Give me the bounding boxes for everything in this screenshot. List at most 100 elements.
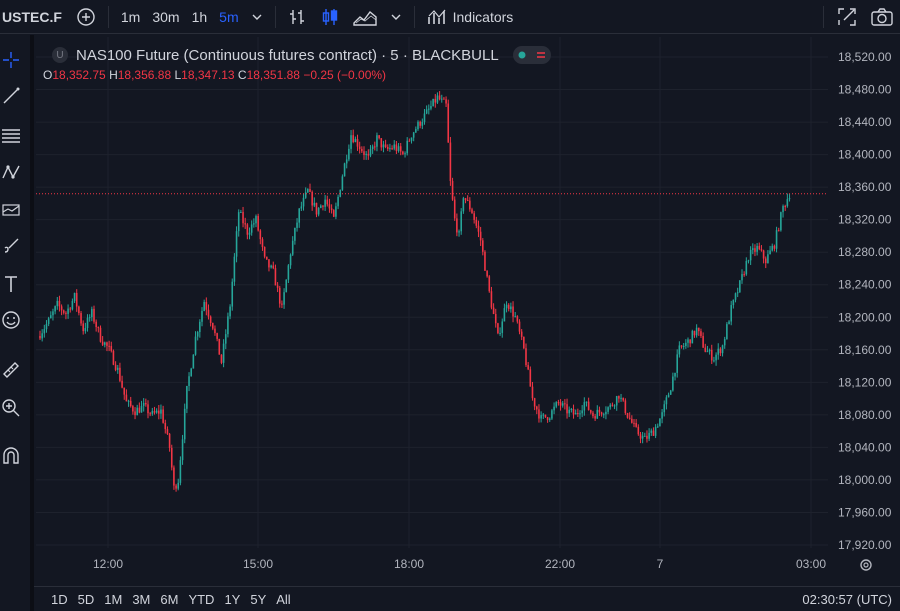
camera-snapshot-icon[interactable]: [864, 7, 900, 27]
range-1d-button[interactable]: 1D: [51, 591, 68, 607]
close-value: 18,351.88: [246, 68, 300, 82]
forecast-tool-icon[interactable]: [0, 199, 22, 221]
candles-chart-type-icon[interactable]: [314, 7, 346, 27]
candle-body: [419, 121, 421, 126]
range-5d-button[interactable]: 5D: [77, 591, 95, 607]
candle-body: [618, 396, 620, 399]
candle-body: [713, 360, 715, 362]
close-label: C: [237, 68, 247, 82]
candle-body: [268, 259, 270, 268]
candle-body: [54, 306, 56, 312]
time-tick-label: 18:00: [394, 557, 424, 571]
range-3m-button[interactable]: 3M: [132, 591, 151, 607]
ruler-icon[interactable]: [0, 359, 22, 381]
fib-retracement-icon[interactable]: [0, 125, 22, 147]
axis-settings-icon[interactable]: [860, 559, 872, 571]
candle-body: [691, 330, 694, 344]
price-axis[interactable]: 18,520.00 18,480.00 18,440.00 18,400.00 18,3…: [828, 37, 900, 552]
range-all-button[interactable]: All: [276, 591, 291, 607]
candle-body: [572, 408, 575, 415]
candle-body: [376, 135, 378, 147]
indicators-icon: [427, 9, 446, 24]
candle-body: [661, 412, 663, 419]
candle-body: [188, 376, 190, 386]
fullscreen-icon[interactable]: [830, 6, 864, 28]
candle-body: [676, 354, 678, 373]
range-ytd-button[interactable]: YTD: [188, 591, 215, 607]
market-status-pill[interactable]: [512, 46, 551, 64]
candle-body: [732, 299, 735, 306]
candle-body: [272, 265, 275, 269]
brush-tool-icon[interactable]: [0, 235, 22, 257]
candle-body: [434, 98, 437, 103]
candle-body: [123, 387, 126, 395]
trend-line-icon[interactable]: [0, 85, 22, 107]
candle-body: [520, 331, 523, 337]
candle-body: [218, 338, 221, 355]
range-6m-button[interactable]: 6M: [160, 591, 179, 607]
crosshair-icon[interactable]: [0, 49, 22, 71]
interval-30m-button[interactable]: 30m: [152, 8, 180, 25]
candle-body: [391, 148, 393, 150]
candle-body: [663, 404, 666, 413]
candle-body: [378, 135, 380, 139]
zoom-in-icon[interactable]: [0, 397, 22, 419]
indicators-button[interactable]: Indicators: [421, 7, 520, 27]
candle-body: [702, 336, 704, 348]
candle-body: [384, 144, 387, 147]
interval-1m-button[interactable]: 1m: [120, 8, 141, 25]
candle-body: [514, 316, 516, 318]
candle-body: [687, 339, 689, 343]
candle-body: [646, 435, 648, 439]
compare-add-icon[interactable]: [70, 7, 102, 27]
candle-body: [564, 403, 566, 405]
candle-body: [358, 146, 361, 149]
candle-body: [190, 368, 192, 377]
candle-body: [678, 345, 681, 355]
candle-body: [432, 98, 434, 107]
interval-dropdown-chevron-icon[interactable]: [245, 11, 269, 23]
candle-body: [162, 409, 164, 423]
utc-clock[interactable]: 02:30:57 (UTC): [802, 592, 892, 607]
magnet-icon[interactable]: [0, 445, 22, 467]
emoji-icon[interactable]: [0, 309, 22, 331]
candle-body: [648, 432, 650, 439]
time-axis[interactable]: 12:00 15:00 18:00 22:00 7 03:00: [93, 557, 872, 571]
legend-badge[interactable]: U: [52, 47, 68, 63]
chart-type-dropdown-chevron-icon[interactable]: [384, 11, 408, 23]
interval-5m-button[interactable]: 5m: [219, 8, 239, 25]
candle-body: [231, 281, 234, 307]
candle-body: [352, 135, 354, 143]
candle-body: [300, 206, 303, 209]
candle-body: [343, 163, 346, 177]
candle-body: [86, 317, 89, 329]
bar-chart-type-icon[interactable]: [282, 7, 314, 27]
candle-body: [395, 144, 398, 151]
range-5y-button[interactable]: 5Y: [250, 591, 267, 607]
candle-body: [777, 230, 780, 232]
candle-body: [749, 249, 752, 261]
text-tool-icon[interactable]: [0, 273, 22, 295]
candle-body: [119, 367, 121, 381]
pattern-tool-icon[interactable]: [0, 161, 22, 183]
candle-body: [484, 251, 486, 271]
candle-body: [350, 135, 352, 149]
candle-body: [505, 304, 508, 309]
symbol-search-button[interactable]: USTEC.F: [2, 8, 62, 25]
candle-body: [287, 265, 290, 280]
candle-body: [613, 405, 616, 407]
open-label: O: [43, 68, 53, 82]
candle-body: [605, 411, 607, 415]
candle-body: [443, 98, 445, 100]
area-chart-type-icon[interactable]: [346, 7, 384, 27]
candle-body: [764, 258, 767, 264]
candle-body: [542, 414, 545, 416]
range-1m-button[interactable]: 1M: [104, 591, 123, 607]
candle-body: [710, 349, 713, 361]
candle-body: [553, 406, 555, 411]
range-1y-button[interactable]: 1Y: [224, 591, 241, 607]
interval-1h-button[interactable]: 1h: [191, 8, 208, 25]
time-tick-label: 03:00: [796, 557, 826, 571]
candle-body: [728, 321, 730, 325]
